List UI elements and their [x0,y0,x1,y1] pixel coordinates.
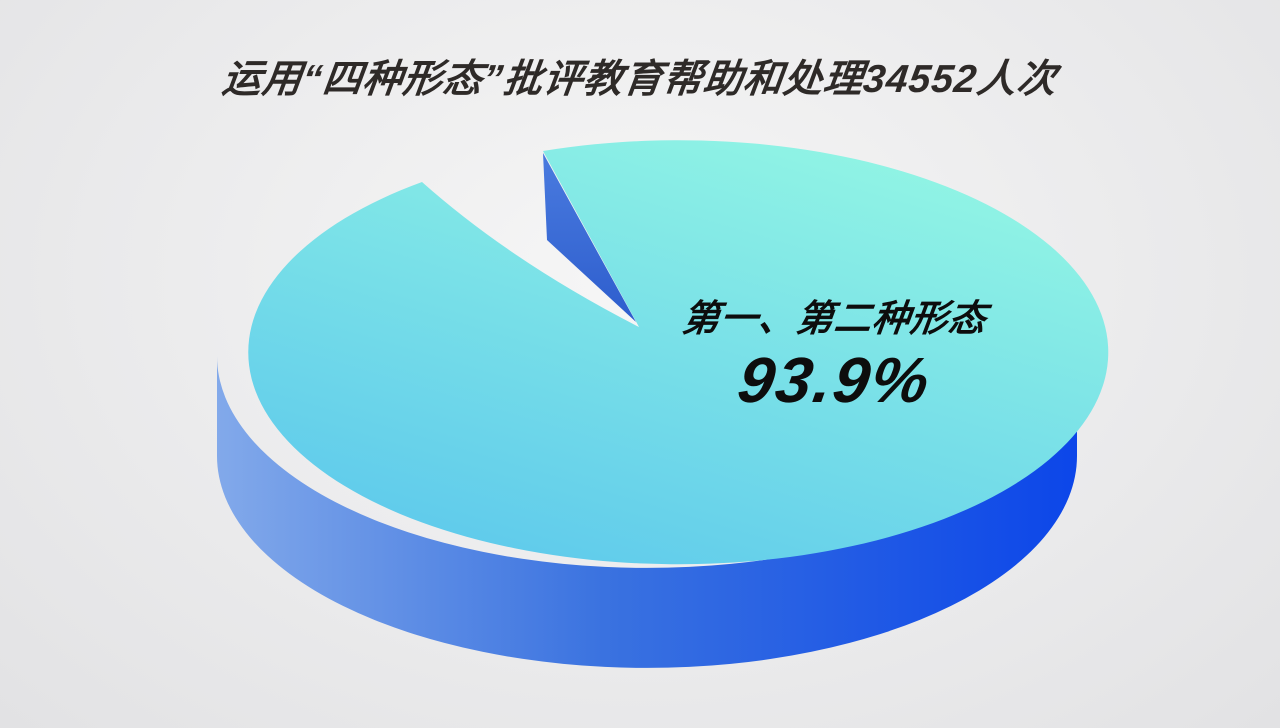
pie-main-slice-top [248,140,1109,565]
pie-small-slice [543,153,636,322]
pie-main-slice-side [217,356,1077,668]
